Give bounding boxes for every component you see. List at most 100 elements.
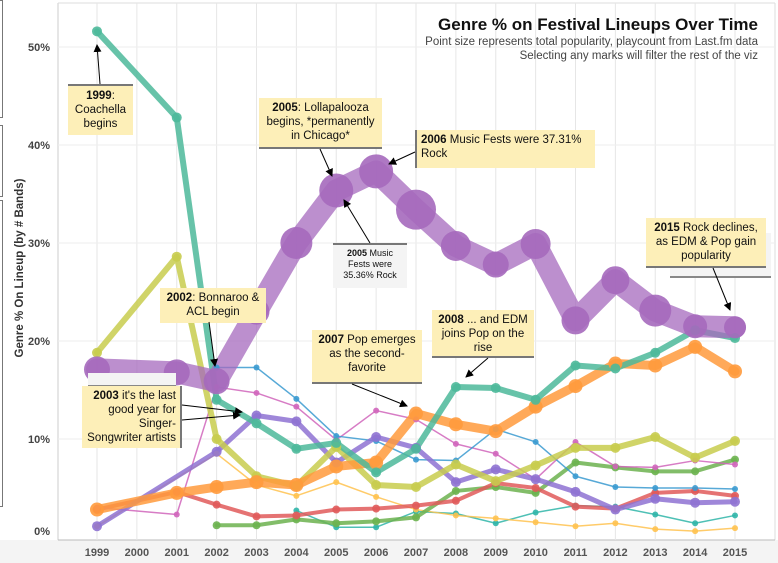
data-point[interactable] bbox=[440, 230, 471, 261]
data-point[interactable] bbox=[650, 347, 661, 358]
data-point[interactable] bbox=[648, 358, 663, 373]
data-point[interactable] bbox=[371, 480, 382, 491]
data-point[interactable] bbox=[730, 435, 740, 446]
data-point[interactable] bbox=[251, 410, 262, 421]
annotation-box[interactable]: 2015 Rock declines, as EDM & Pop gain po… bbox=[646, 218, 766, 268]
data-point[interactable] bbox=[601, 266, 630, 295]
data-point[interactable] bbox=[612, 484, 619, 491]
data-point[interactable] bbox=[652, 511, 659, 518]
data-point[interactable] bbox=[652, 464, 659, 471]
series-line[interactable] bbox=[86, 160, 746, 393]
data-point[interactable] bbox=[532, 438, 539, 445]
data-point[interactable] bbox=[371, 432, 382, 443]
data-point[interactable] bbox=[532, 509, 539, 516]
data-point[interactable] bbox=[612, 520, 619, 527]
data-point[interactable] bbox=[373, 524, 380, 531]
data-point[interactable] bbox=[252, 512, 261, 521]
data-point[interactable] bbox=[532, 519, 539, 526]
data-point[interactable] bbox=[329, 459, 344, 474]
data-point[interactable] bbox=[211, 446, 222, 457]
data-point[interactable] bbox=[610, 504, 621, 515]
data-point[interactable] bbox=[450, 382, 461, 393]
data-point[interactable] bbox=[530, 460, 541, 471]
data-point[interactable] bbox=[688, 339, 703, 354]
data-point[interactable] bbox=[203, 368, 230, 395]
data-point[interactable] bbox=[492, 520, 499, 527]
data-point[interactable] bbox=[571, 502, 580, 511]
data-point[interactable] bbox=[372, 517, 381, 526]
data-point[interactable] bbox=[332, 505, 341, 514]
annotation-box[interactable]: 2002: Bonnaroo & ACL begin bbox=[160, 288, 266, 323]
data-point[interactable] bbox=[572, 473, 579, 480]
data-point[interactable] bbox=[531, 484, 540, 492]
data-point[interactable] bbox=[492, 515, 499, 522]
data-point[interactable] bbox=[319, 173, 354, 208]
data-point[interactable] bbox=[252, 521, 261, 530]
data-point[interactable] bbox=[448, 417, 463, 432]
data-point[interactable] bbox=[291, 416, 302, 427]
data-point[interactable] bbox=[732, 512, 738, 519]
annotation-box[interactable]: 2008 ... and EDM joins Pop on the rise bbox=[432, 310, 534, 358]
data-point[interactable] bbox=[291, 443, 302, 454]
series-line[interactable] bbox=[96, 386, 736, 516]
data-point[interactable] bbox=[209, 480, 224, 495]
data-point[interactable] bbox=[610, 442, 621, 453]
data-point[interactable] bbox=[690, 452, 701, 463]
data-point[interactable] bbox=[373, 493, 380, 500]
data-point[interactable] bbox=[371, 467, 382, 478]
annotation-box[interactable]: 2005: Lollapalooza begins, *permanently … bbox=[259, 98, 382, 149]
series-line[interactable] bbox=[295, 504, 736, 528]
annotation-box[interactable]: 2006 Music Fests were 37.31% Rock bbox=[415, 130, 595, 168]
data-point[interactable] bbox=[293, 403, 300, 410]
data-point[interactable] bbox=[568, 379, 583, 394]
data-point[interactable] bbox=[450, 477, 461, 488]
data-point[interactable] bbox=[292, 511, 301, 520]
data-point[interactable] bbox=[683, 314, 708, 339]
series-line[interactable] bbox=[94, 253, 738, 491]
data-point[interactable] bbox=[520, 228, 551, 259]
data-point[interactable] bbox=[570, 442, 581, 453]
data-point[interactable] bbox=[572, 523, 579, 530]
data-point[interactable] bbox=[409, 406, 423, 421]
data-point[interactable] bbox=[690, 497, 701, 508]
data-point[interactable] bbox=[731, 455, 739, 464]
data-point[interactable] bbox=[482, 251, 509, 278]
series-line[interactable] bbox=[95, 481, 737, 519]
data-point[interactable] bbox=[92, 347, 102, 358]
data-point[interactable] bbox=[333, 433, 340, 440]
data-point[interactable] bbox=[724, 316, 746, 339]
data-point[interactable] bbox=[570, 486, 581, 497]
data-point[interactable] bbox=[451, 486, 460, 495]
data-point[interactable] bbox=[396, 189, 436, 230]
annotation-box[interactable]: 2003 it's the last good year for Singer-… bbox=[82, 386, 182, 448]
data-point[interactable] bbox=[492, 450, 499, 457]
data-point[interactable] bbox=[211, 434, 222, 444]
data-point[interactable] bbox=[452, 512, 459, 519]
data-point[interactable] bbox=[451, 496, 460, 505]
data-point[interactable] bbox=[293, 395, 300, 402]
data-point[interactable] bbox=[730, 496, 740, 507]
data-point[interactable] bbox=[212, 500, 221, 509]
data-point[interactable] bbox=[450, 459, 461, 470]
data-point[interactable] bbox=[332, 519, 341, 528]
data-point[interactable] bbox=[169, 485, 184, 500]
data-point[interactable] bbox=[171, 251, 182, 262]
annotation-box[interactable]: 2007 Pop emerges as the second-favorite bbox=[312, 330, 422, 384]
data-point[interactable] bbox=[652, 526, 659, 533]
data-point[interactable] bbox=[612, 463, 619, 470]
data-point[interactable] bbox=[732, 525, 738, 532]
series-line[interactable] bbox=[215, 366, 736, 490]
data-point[interactable] bbox=[692, 528, 699, 535]
data-point[interactable] bbox=[490, 383, 501, 394]
data-point[interactable] bbox=[289, 478, 304, 493]
data-point[interactable] bbox=[561, 306, 590, 335]
data-point[interactable] bbox=[412, 501, 420, 510]
data-point[interactable] bbox=[639, 294, 672, 327]
data-point[interactable] bbox=[732, 485, 738, 492]
data-point[interactable] bbox=[728, 364, 742, 379]
data-point[interactable] bbox=[333, 479, 340, 486]
data-point[interactable] bbox=[92, 26, 102, 37]
series-line[interactable] bbox=[214, 457, 737, 528]
data-point[interactable] bbox=[571, 458, 580, 467]
data-point[interactable] bbox=[413, 456, 419, 463]
